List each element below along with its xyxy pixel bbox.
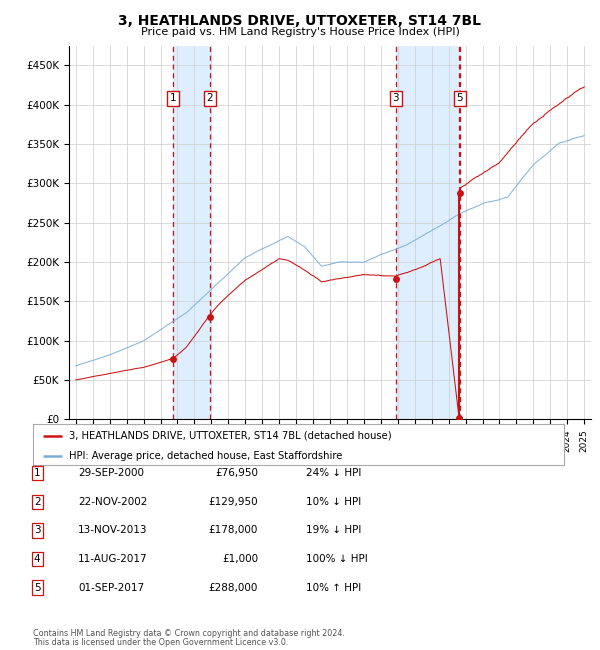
Text: £178,000: £178,000 bbox=[209, 525, 258, 536]
Text: 1: 1 bbox=[34, 468, 41, 478]
Text: This data is licensed under the Open Government Licence v3.0.: This data is licensed under the Open Gov… bbox=[33, 638, 289, 647]
Text: 10% ↓ HPI: 10% ↓ HPI bbox=[306, 497, 361, 507]
Text: 3: 3 bbox=[392, 93, 399, 103]
Text: 13-NOV-2013: 13-NOV-2013 bbox=[78, 525, 148, 536]
Bar bbox=[395, 46, 460, 419]
Text: 19% ↓ HPI: 19% ↓ HPI bbox=[306, 525, 361, 536]
Text: 3, HEATHLANDS DRIVE, UTTOXETER, ST14 7BL (detached house): 3, HEATHLANDS DRIVE, UTTOXETER, ST14 7BL… bbox=[69, 431, 392, 441]
Text: 2: 2 bbox=[34, 497, 41, 507]
Text: 10% ↑ HPI: 10% ↑ HPI bbox=[306, 582, 361, 593]
Text: 5: 5 bbox=[34, 582, 41, 593]
Text: 1: 1 bbox=[170, 93, 176, 103]
Bar bbox=[173, 46, 209, 419]
Text: 29-SEP-2000: 29-SEP-2000 bbox=[78, 468, 144, 478]
Text: Contains HM Land Registry data © Crown copyright and database right 2024.: Contains HM Land Registry data © Crown c… bbox=[33, 629, 345, 638]
Text: 100% ↓ HPI: 100% ↓ HPI bbox=[306, 554, 368, 564]
Text: Price paid vs. HM Land Registry's House Price Index (HPI): Price paid vs. HM Land Registry's House … bbox=[140, 27, 460, 37]
Text: 5: 5 bbox=[457, 93, 463, 103]
Text: 22-NOV-2002: 22-NOV-2002 bbox=[78, 497, 148, 507]
Text: 24% ↓ HPI: 24% ↓ HPI bbox=[306, 468, 361, 478]
Text: 4: 4 bbox=[34, 554, 41, 564]
Text: 01-SEP-2017: 01-SEP-2017 bbox=[78, 582, 144, 593]
Text: £76,950: £76,950 bbox=[215, 468, 258, 478]
Text: £288,000: £288,000 bbox=[209, 582, 258, 593]
Text: 11-AUG-2017: 11-AUG-2017 bbox=[78, 554, 148, 564]
Text: HPI: Average price, detached house, East Staffordshire: HPI: Average price, detached house, East… bbox=[69, 451, 343, 461]
Text: £129,950: £129,950 bbox=[208, 497, 258, 507]
Text: 3, HEATHLANDS DRIVE, UTTOXETER, ST14 7BL: 3, HEATHLANDS DRIVE, UTTOXETER, ST14 7BL bbox=[119, 14, 482, 29]
Text: 2: 2 bbox=[206, 93, 213, 103]
Text: 3: 3 bbox=[34, 525, 41, 536]
Text: £1,000: £1,000 bbox=[222, 554, 258, 564]
